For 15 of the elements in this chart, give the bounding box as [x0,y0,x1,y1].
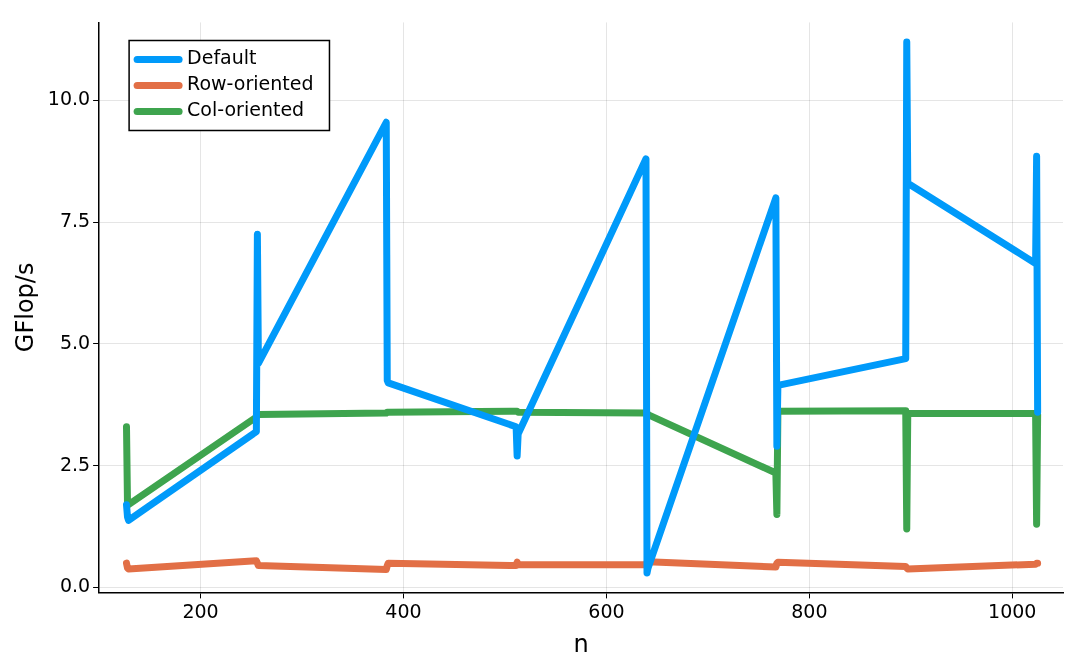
y-tick-label: 0.0 [59,574,91,597]
y-tick-label: 2.5 [59,452,91,475]
x-tick-label: 400 [385,599,422,622]
y-axis-title: GFlop/s [10,262,39,353]
legend-label: Row-oriented [187,72,314,95]
y-tick-label: 5.0 [59,330,91,353]
x-tick-label: 1000 [988,599,1037,622]
legend-label: Default [187,46,257,69]
x-axis-title: n [573,629,589,658]
x-tick-label: 800 [791,599,828,622]
x-tick-label: 200 [182,599,219,622]
y-tick-label: 7.5 [59,209,91,232]
y-tick-label: 10.0 [47,87,91,110]
legend-label: Col-oriented [187,98,305,121]
x-tick-label: 600 [588,599,625,622]
